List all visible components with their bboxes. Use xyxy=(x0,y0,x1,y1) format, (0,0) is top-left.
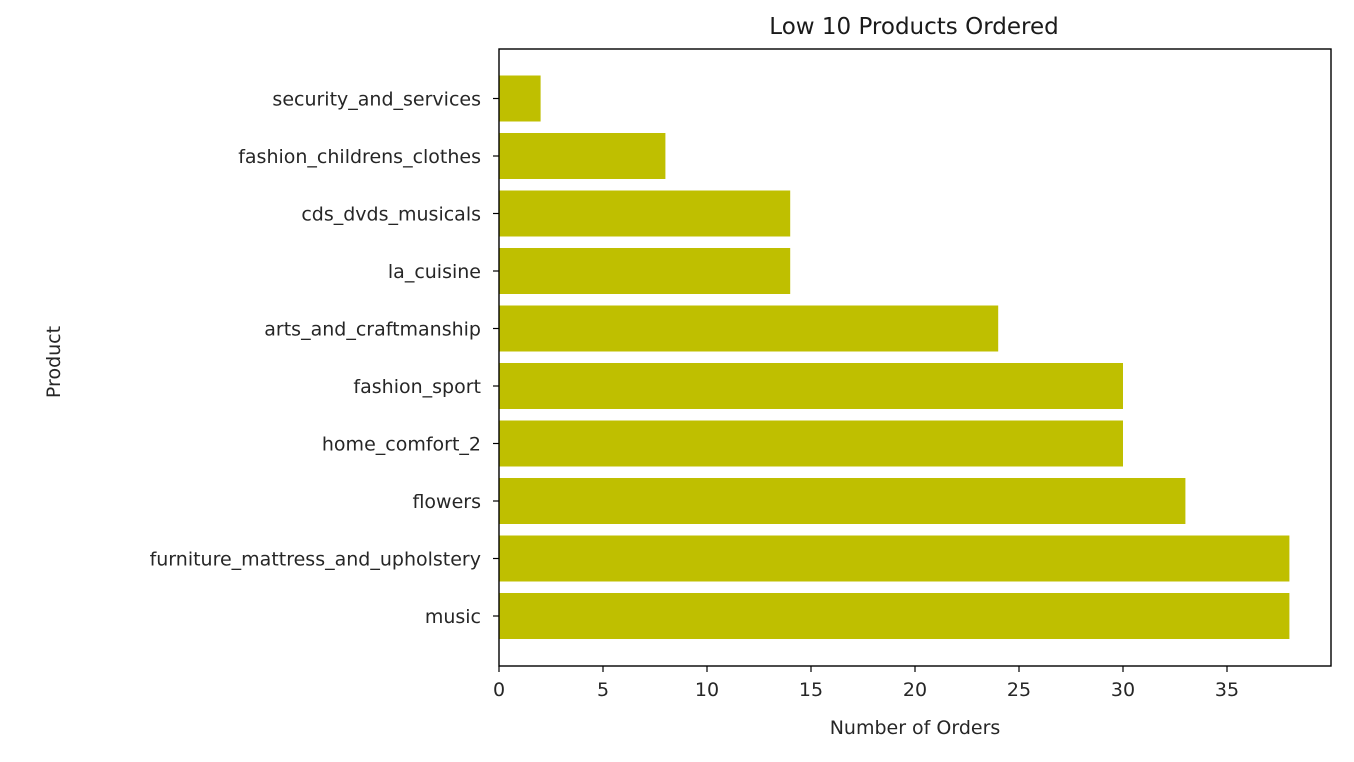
x-tick-label: 5 xyxy=(597,679,609,701)
y-tick-label: cds_dvds_musicals xyxy=(301,204,481,226)
x-tick-label: 15 xyxy=(799,679,823,701)
x-tick-label: 30 xyxy=(1111,679,1135,701)
y-tick-label: security_and_services xyxy=(272,89,481,111)
y-axis-label: Product xyxy=(43,326,65,398)
bar-furniture_mattress_and_upholstery xyxy=(499,535,1290,582)
bar-cds_dvds_musicals xyxy=(499,190,791,237)
bar-home_comfort_2 xyxy=(499,420,1123,467)
y-tick-label: fashion_childrens_clothes xyxy=(238,146,481,168)
bar-arts_and_craftmanship xyxy=(499,305,999,352)
x-axis-label: Number of Orders xyxy=(830,717,1001,739)
y-tick-label: arts_and_craftmanship xyxy=(264,319,481,341)
plot-frame xyxy=(498,48,1332,667)
y-tick-label: flowers xyxy=(412,491,481,513)
x-tick-label: 25 xyxy=(1007,679,1031,701)
bar-fashion_childrens_clothes xyxy=(499,133,666,179)
bar-la_cuisine xyxy=(499,248,791,294)
bar-security_and_services xyxy=(499,75,541,122)
x-axis-ticks: 0 5 10 15 20 25 30 35 xyxy=(493,666,1239,701)
x-tick-label: 10 xyxy=(695,679,719,701)
bar-music xyxy=(499,593,1290,639)
x-tick-label: 35 xyxy=(1215,679,1239,701)
chart-title: Low 10 Products Ordered xyxy=(769,14,1058,40)
y-tick-label: music xyxy=(425,606,481,628)
bar-flowers xyxy=(499,478,1186,524)
y-tick-label: fashion_sport xyxy=(353,376,481,398)
x-tick-label: 20 xyxy=(903,679,927,701)
y-axis-ticks: music furniture_mattress_and_upholstery fl… xyxy=(150,89,499,628)
bars xyxy=(499,75,1290,639)
y-tick-label: la_cuisine xyxy=(388,261,481,283)
x-tick-label: 0 xyxy=(493,679,505,701)
bar-fashion_sport xyxy=(499,363,1123,409)
y-tick-label: home_comfort_2 xyxy=(322,434,481,456)
y-tick-label: furniture_mattress_and_upholstery xyxy=(150,549,481,571)
